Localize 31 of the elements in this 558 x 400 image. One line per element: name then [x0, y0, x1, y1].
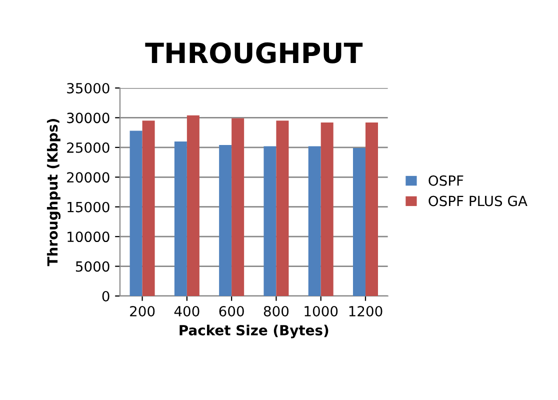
y-tick-label: 20000: [67, 172, 110, 183]
bar: [308, 146, 321, 296]
bar: [186, 115, 200, 296]
bar: [142, 120, 155, 296]
x-tick-label: 600: [219, 306, 244, 316]
legend-label: OSPF PLUS GA: [428, 196, 528, 206]
bar: [264, 146, 276, 296]
bar: [174, 141, 187, 296]
bar: [352, 148, 366, 296]
bar: [219, 145, 232, 296]
y-tick-label: 35000: [67, 82, 110, 94]
bar: [232, 118, 244, 296]
y-axis-title: Throughput (Kbps): [46, 119, 61, 266]
bar: [365, 122, 378, 296]
y-tick-label: 0: [102, 290, 110, 302]
chart-title: THROUGHPUT: [145, 42, 363, 64]
y-tick-label: 10000: [68, 232, 110, 242]
x-tick-label: 1200: [349, 306, 382, 316]
y-tick-label: 15000: [68, 202, 110, 212]
x-tick-label: 800: [264, 306, 289, 316]
x-tick-label: 200: [130, 306, 155, 316]
bar: [320, 122, 334, 296]
bar: [276, 120, 289, 296]
x-tick-label: 1000: [304, 306, 338, 316]
x-tick-label: 400: [174, 306, 200, 316]
y-tick-label: 25000: [67, 142, 110, 153]
legend-label: OSPF: [428, 175, 464, 186]
y-tick-label: 5000: [76, 261, 110, 272]
bar: [130, 130, 142, 296]
x-axis-title: Packet Size (Bytes): [180, 324, 328, 338]
y-tick-label: 30000: [67, 112, 110, 124]
